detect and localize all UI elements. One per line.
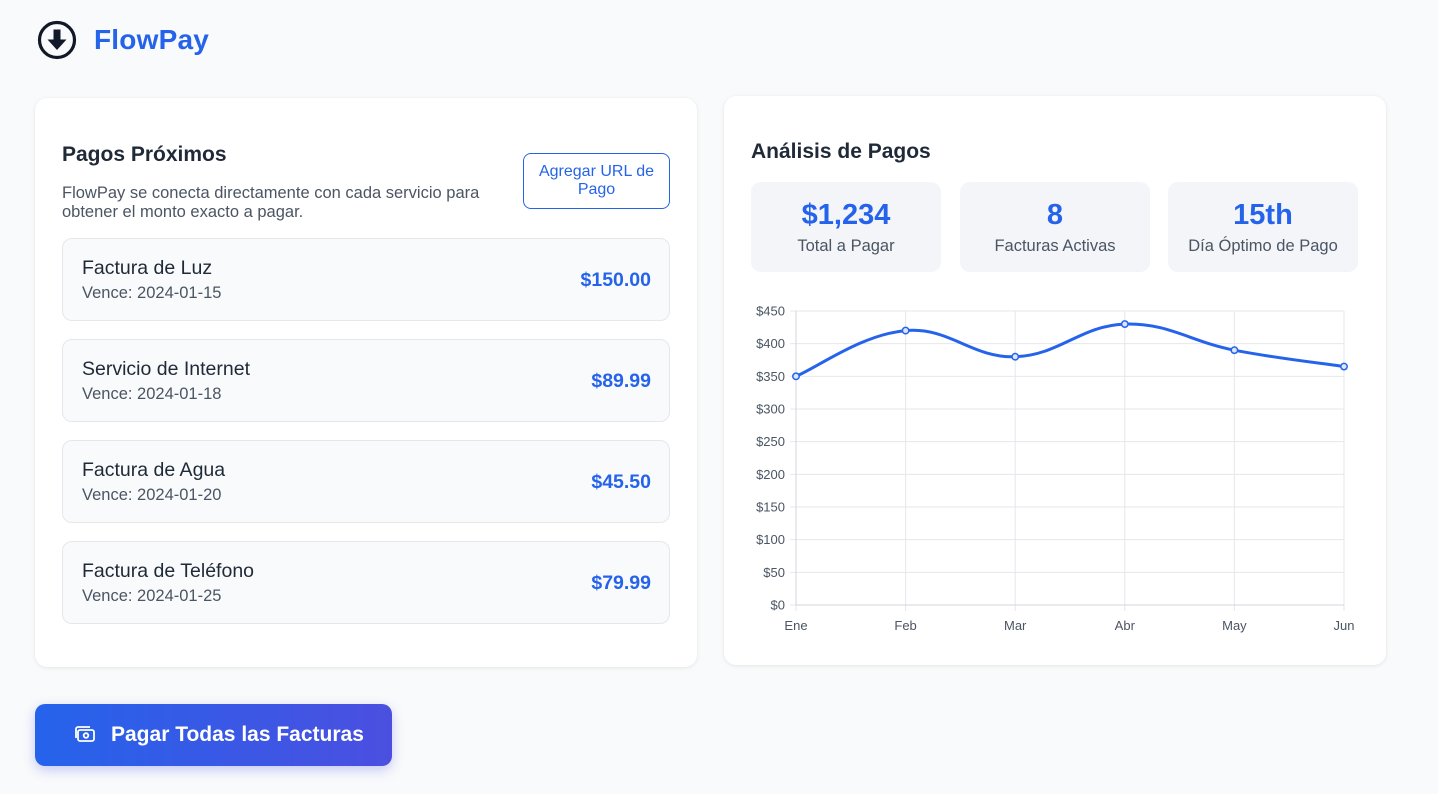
app-header: FlowPay [37, 20, 209, 60]
bill-name: Factura de Agua [82, 459, 226, 481]
y-tick-label: $150 [756, 500, 785, 515]
data-point [1011, 352, 1020, 361]
bill-amount: $150.00 [580, 269, 652, 291]
payment-analysis-card: Análisis de Pagos $1,234 Total a Pagar 8… [724, 96, 1386, 665]
y-tick-label: $250 [756, 434, 785, 449]
stat-optimal-day: 15th Día Óptimo de Pago [1168, 182, 1358, 272]
data-point [1230, 346, 1239, 355]
cash-icon [75, 726, 95, 742]
bill-amount: $45.50 [591, 471, 651, 493]
y-tick-label: $350 [756, 369, 785, 384]
x-tick-label: May [1222, 618, 1247, 633]
bill-amount: $79.99 [591, 572, 651, 594]
upcoming-title: Pagos Próximos [62, 143, 227, 166]
bill-amount: $89.99 [591, 370, 651, 392]
pay-all-label: Pagar Todas las Facturas [111, 723, 364, 746]
series-line [795, 322, 1345, 378]
stat-value: 8 [1046, 199, 1064, 231]
upcoming-description: FlowPay se conecta directamente con cada… [62, 184, 480, 221]
y-tick-label: $400 [756, 336, 785, 351]
bill-item[interactable]: Servicio de Internet Vence: 2024-01-18 $… [62, 339, 670, 422]
x-tick-label: Abr [1115, 618, 1136, 633]
bill-due-date: Vence: 2024-01-18 [82, 385, 222, 403]
bill-item[interactable]: Factura de Teléfono Vence: 2024-01-25 $7… [62, 541, 670, 624]
payments-line-chart: $0 $50 $100 $150 $200 $250 $300 $350 $400 $450 Ene… [756, 304, 1355, 634]
stat-active-bills: 8 Facturas Activas [960, 182, 1150, 272]
data-point [792, 372, 800, 381]
x-tick-label: Mar [1004, 618, 1027, 633]
download-circle-icon [37, 20, 77, 60]
data-point [1120, 320, 1129, 329]
bill-name: Factura de Teléfono [82, 560, 255, 582]
y-tick-label: $100 [756, 532, 785, 547]
y-tick-label: $450 [756, 304, 785, 319]
upcoming-payments-card: Pagos Próximos FlowPay se conecta direct… [35, 98, 697, 667]
bill-item[interactable]: Factura de Agua Vence: 2024-01-20 $45.50 [62, 440, 670, 523]
bill-item[interactable]: Factura de Luz Vence: 2024-01-15 $150.00 [62, 238, 670, 321]
bill-name: Servicio de Internet [82, 358, 251, 380]
y-tick-label: $50 [763, 565, 785, 580]
stat-label: Facturas Activas [994, 237, 1116, 255]
x-tick-label: Feb [894, 618, 916, 633]
bill-due-date: Vence: 2024-01-15 [82, 284, 222, 302]
x-tick-label: Ene [784, 618, 807, 633]
y-tick-label: $200 [756, 467, 785, 482]
stat-value: 15th [1233, 199, 1293, 231]
brand-name[interactable]: FlowPay [94, 24, 209, 55]
y-tick-label: $300 [756, 402, 785, 417]
x-tick-label: Jun [1334, 618, 1355, 633]
add-payment-url-button[interactable]: Agregar URL de Pago [523, 153, 670, 209]
data-point [901, 326, 910, 335]
stat-value: $1,234 [801, 199, 891, 231]
stat-label: Total a Pagar [797, 237, 895, 255]
stat-label: Día Óptimo de Pago [1188, 237, 1338, 255]
data-point [1340, 362, 1348, 371]
bill-name: Factura de Luz [82, 257, 213, 279]
bill-due-date: Vence: 2024-01-25 [82, 587, 222, 605]
pay-all-bills-button[interactable]: Pagar Todas las Facturas [35, 704, 392, 766]
analysis-title: Análisis de Pagos [751, 140, 931, 163]
bill-due-date: Vence: 2024-01-20 [82, 486, 222, 504]
stat-total-due: $1,234 Total a Pagar [751, 182, 941, 272]
y-tick-label: $0 [771, 598, 785, 613]
